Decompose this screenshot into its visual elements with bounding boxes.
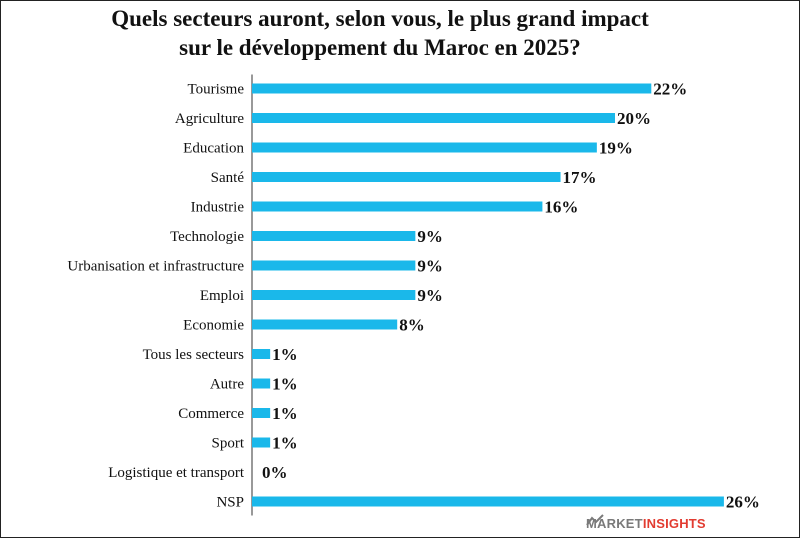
bar [252, 437, 271, 448]
market-insights-logo: MARKETINSIGHTS [586, 514, 706, 534]
bar [252, 142, 597, 153]
bar [252, 496, 724, 507]
value-label: 19% [599, 139, 633, 158]
value-label: 1% [272, 375, 298, 394]
bar [252, 231, 416, 241]
bar [252, 319, 398, 330]
category-label: Urbanisation et infrastructure [67, 259, 244, 275]
category-label: Autre [210, 377, 244, 393]
bar [252, 290, 416, 300]
logo-text-market: MARKET [586, 516, 643, 531]
bar [252, 408, 271, 418]
value-label: 22% [653, 80, 687, 99]
value-label: 26% [726, 493, 760, 512]
category-label: Industrie [191, 200, 245, 216]
category-label: Tourisme [188, 82, 245, 98]
category-label: Education [183, 141, 244, 157]
chart-title-line-2: sur le développement du Maroc en 2025? [179, 35, 581, 60]
bar [252, 113, 615, 123]
value-label: 9% [417, 227, 443, 246]
bar [252, 260, 416, 271]
bar [252, 83, 652, 94]
category-label: Emploi [200, 288, 244, 304]
category-label: Commerce [178, 406, 244, 422]
bar [252, 349, 271, 359]
logo-arrow-icon [586, 514, 604, 526]
value-label: 16% [544, 198, 578, 217]
value-label: 8% [399, 316, 425, 335]
category-label: Sport [211, 436, 244, 452]
category-label: Logistique et transport [108, 465, 245, 481]
value-label: 20% [617, 109, 651, 128]
value-label: 1% [272, 345, 298, 364]
value-label: 9% [417, 257, 443, 276]
value-label: 9% [417, 286, 443, 305]
bar [252, 378, 271, 389]
value-label: 0% [262, 463, 288, 482]
category-label: Santé [211, 170, 245, 186]
category-label: Economie [183, 318, 244, 334]
value-label: 17% [563, 168, 597, 187]
logo-text-insights: INSIGHTS [642, 516, 706, 531]
category-label: Agriculture [175, 111, 244, 127]
value-label: 1% [272, 434, 298, 453]
category-label: Tous les secteurs [143, 347, 245, 363]
bar [252, 201, 543, 212]
bar [252, 172, 561, 182]
category-label: Technologie [170, 229, 244, 245]
chart-title-line-1: Quels secteurs auront, selon vous, le pl… [111, 6, 649, 31]
value-label: 1% [272, 404, 298, 423]
category-label: NSP [216, 495, 244, 511]
